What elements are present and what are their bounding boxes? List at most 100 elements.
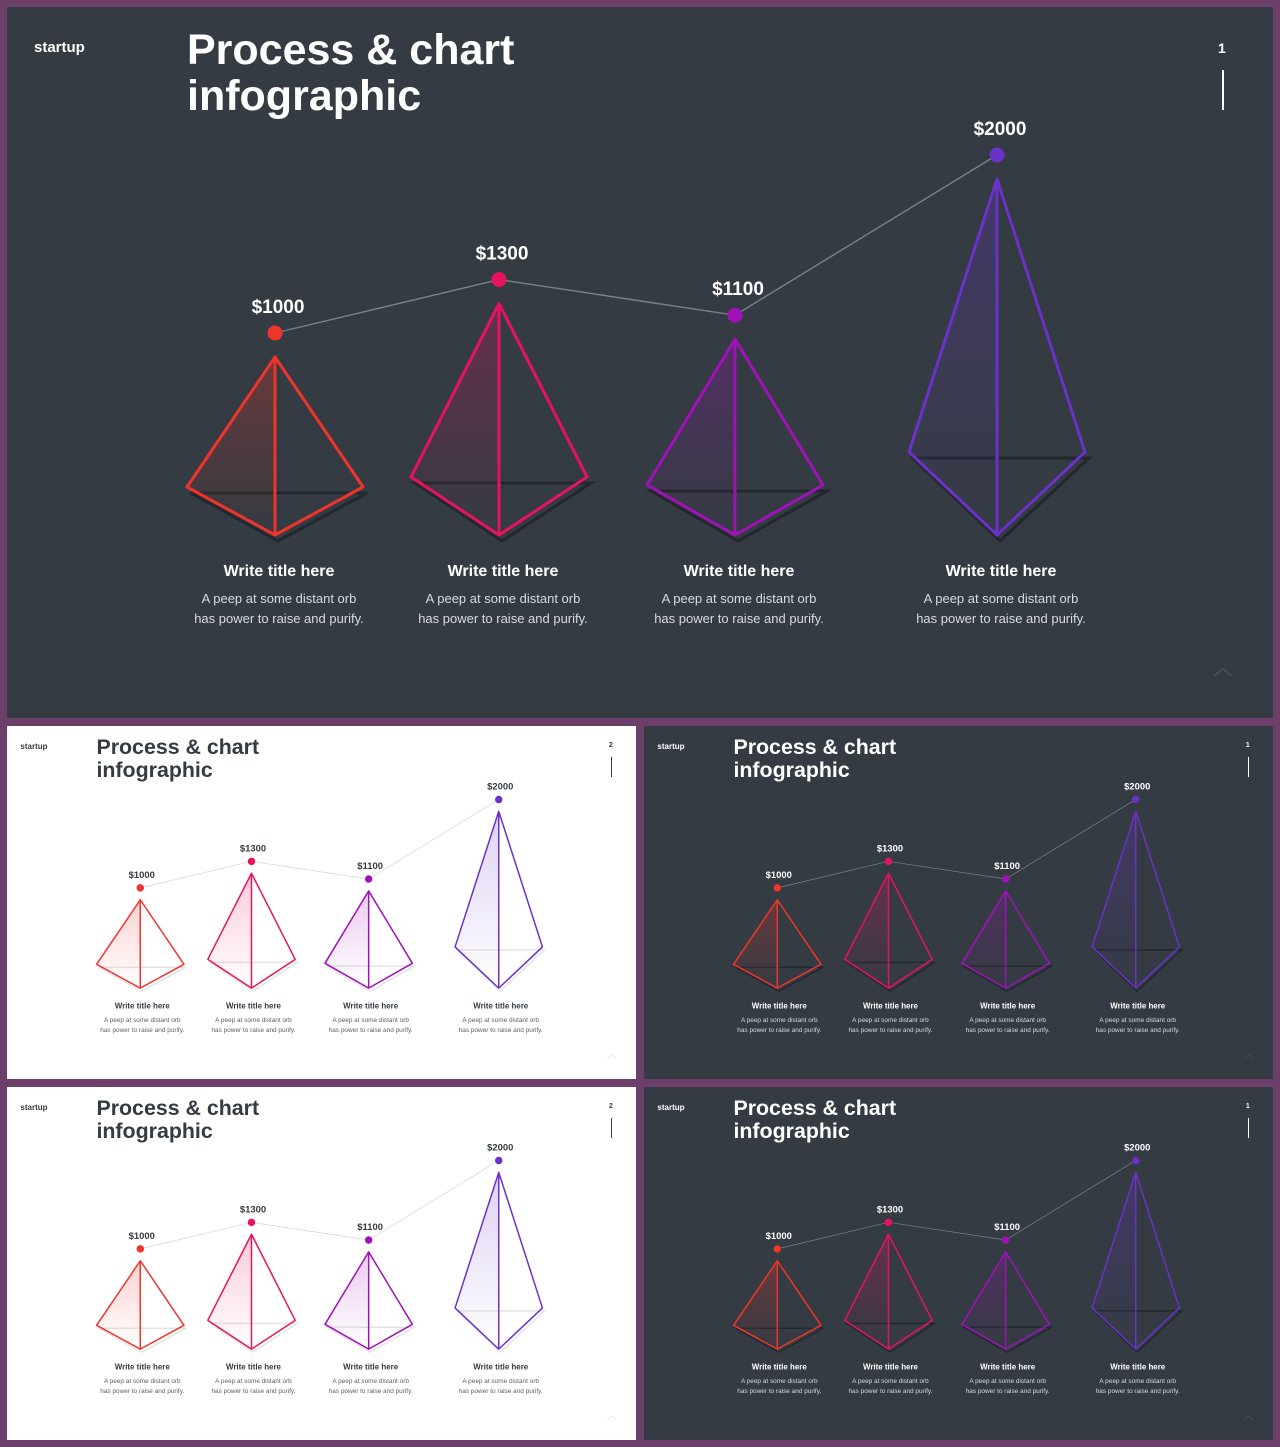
value-label: $2000 [487, 1142, 513, 1153]
item-description-2: has power to raise and purify. [100, 1027, 184, 1034]
process-chart: $1000 Write title here A peep at some dist… [185, 119, 1093, 626]
item-description-2: has power to raise and purify. [737, 1027, 821, 1034]
brand-logo: startup [20, 741, 48, 751]
value-label: $1100 [712, 279, 764, 300]
slide-title: Process & chart infographic [733, 1096, 896, 1143]
slide-title-line-1: Process & chart [96, 734, 260, 759]
value-dot [495, 795, 503, 804]
item-description-2: has power to raise and purify. [329, 1388, 413, 1395]
page-number: 1 [1245, 742, 1250, 750]
pyramid-shadow [455, 949, 547, 993]
item-description-1: A peep at some distant orb [924, 591, 1079, 606]
pyramid-face [844, 1234, 889, 1350]
pyramid-shadow [961, 1326, 1055, 1353]
pyramid-face [96, 899, 141, 989]
page-number-divider [610, 1118, 612, 1139]
value-dot [495, 1156, 503, 1165]
slide-1: startup Process & chart infographic 1 $1… [7, 7, 1273, 718]
value-label: $1000 [129, 1230, 155, 1241]
value-label: $1300 [877, 842, 903, 853]
value-dot [884, 857, 893, 866]
item-title: Write title here [1110, 1001, 1166, 1010]
page-number: 2 [608, 1103, 613, 1111]
value-dot [136, 1245, 145, 1253]
item-description-2: has power to raise and purify. [459, 1388, 543, 1395]
item-description-2: has power to raise and purify. [1096, 1027, 1180, 1034]
item-title: Write title here [752, 1362, 808, 1371]
brand-logo: startup [657, 1102, 685, 1112]
value-label: $1300 [240, 842, 266, 853]
item-description-1: A peep at some distant orb [462, 1017, 539, 1024]
value-label: $2000 [1124, 1142, 1150, 1153]
item-description-1: A peep at some distant orb [202, 591, 357, 606]
pyramid-shadow [1092, 1310, 1184, 1354]
page-number-divider [1247, 1118, 1249, 1139]
item-description-2: has power to raise and purify. [418, 611, 588, 626]
brand-logo: startup [20, 1102, 48, 1112]
chevron-up-icon[interactable] [1243, 1415, 1254, 1420]
pyramid-face [187, 357, 275, 535]
pyramid-face [961, 890, 1006, 989]
item-title: Write title here [863, 1001, 919, 1010]
item-description-1: A peep at some distant orb [462, 1378, 539, 1385]
item-title: Write title here [752, 1001, 808, 1010]
slide-title: Process & chart infographic [187, 27, 514, 120]
pyramid-shadow [844, 1322, 937, 1354]
value-dot [773, 1245, 782, 1253]
slide-title-line-2: infographic [187, 72, 422, 121]
pyramid-shadow [98, 1327, 187, 1353]
value-label: $2000 [487, 781, 513, 792]
slide-title: Process & chart infographic [96, 734, 260, 783]
item-description-1: A peep at some distant orb [1099, 1017, 1176, 1024]
value-label: $1000 [129, 869, 155, 880]
item-title: Write title here [448, 563, 559, 580]
item-title: Write title here [1110, 1362, 1166, 1371]
value-dot [136, 884, 145, 892]
pyramid-shadow [207, 961, 300, 993]
value-dot [727, 307, 743, 323]
pyramid-face [207, 1234, 252, 1350]
item-description-1: A peep at some distant orb [215, 1378, 292, 1385]
value-label: $1300 [877, 1203, 903, 1214]
page-number-divider [1222, 70, 1224, 110]
pyramid-face [961, 1251, 1006, 1350]
process-chart: $1000 Write title here A peep at some dist… [732, 1142, 1184, 1395]
item-description-1: A peep at some distant orb [969, 1378, 1046, 1385]
value-label: $1000 [252, 297, 305, 318]
value-label: $1000 [766, 869, 792, 880]
value-dot [247, 857, 256, 866]
pyramid-shadow [207, 1322, 300, 1354]
chevron-up-icon[interactable] [1212, 667, 1234, 678]
item-title: Write title here [684, 563, 795, 580]
slide-title-line-1: Process & chart [733, 734, 897, 759]
slide-2: startup Process & chart infographic 2 $1… [7, 726, 636, 1079]
value-label: $1300 [240, 1203, 266, 1214]
value-dot [1132, 1156, 1140, 1165]
page-number-divider [610, 757, 612, 778]
pyramid-shadow [961, 965, 1055, 992]
item-description-2: has power to raise and purify. [459, 1027, 543, 1034]
chevron-up-icon[interactable] [606, 1054, 617, 1059]
slide-title-line-1: Process & chart [187, 26, 515, 74]
pyramid-shadow [455, 1310, 547, 1354]
slide-title-line-2: infographic [96, 758, 213, 783]
item-description-2: has power to raise and purify. [194, 611, 364, 626]
item-title: Write title here [115, 1001, 171, 1010]
item-title: Write title here [980, 1001, 1036, 1010]
value-label: $1000 [766, 1230, 792, 1241]
value-label: $1100 [994, 860, 1020, 871]
value-dot [989, 147, 1005, 163]
value-dot [491, 272, 507, 288]
slide-title-line-1: Process & chart [96, 1095, 260, 1120]
chevron-up-icon[interactable] [1243, 1054, 1254, 1059]
item-description-1: A peep at some distant orb [332, 1017, 409, 1024]
value-trend-line [777, 799, 1136, 889]
item-description-2: has power to raise and purify. [211, 1388, 295, 1395]
value-dot [1001, 1236, 1010, 1244]
item-description-1: A peep at some distant orb [741, 1378, 818, 1385]
pyramid-face [733, 899, 778, 989]
pyramid-shadow [844, 961, 937, 993]
chevron-up-icon[interactable] [606, 1415, 617, 1420]
item-description-1: A peep at some distant orb [662, 591, 817, 606]
value-dot [247, 1218, 256, 1227]
